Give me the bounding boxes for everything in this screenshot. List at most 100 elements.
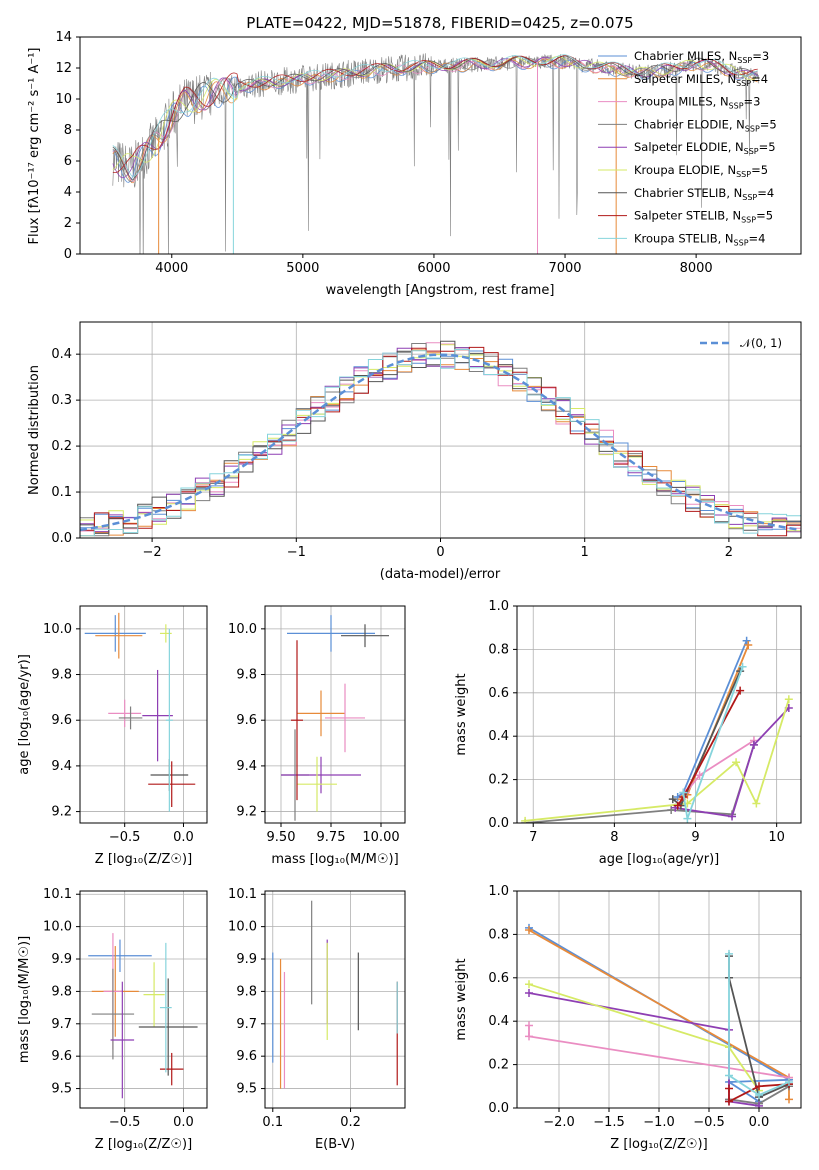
ytick-label: 9.9 — [51, 952, 72, 967]
spectrum-model-line — [112, 55, 758, 180]
spectrum-ytick-label: 8 — [64, 123, 72, 138]
panel-xlabel: mass [log₁₀(M/M☉)] — [271, 852, 398, 867]
spectrum-title: PLATE=0422, MJD=51878, FIBERID=0425, z=0… — [246, 14, 633, 32]
ytick-label: 0.2 — [488, 773, 509, 788]
weight-marker — [755, 1101, 763, 1108]
panel-xlabel: Z [log₁₀(Z/Z☉)] — [610, 1137, 707, 1152]
spectrum-xtick-label: 7000 — [548, 261, 581, 276]
ytick-label: 9.8 — [236, 668, 257, 683]
ytick-label: 0.8 — [488, 927, 509, 942]
residual-xtick-label: 1 — [581, 545, 589, 560]
ytick-label: 10.1 — [228, 887, 257, 902]
residual-legend: 𝒩(0, 1) — [700, 336, 782, 350]
ytick-label: 9.9 — [236, 952, 257, 967]
panel-ylabel: mass weight — [454, 673, 469, 755]
weight-marker — [725, 1084, 733, 1093]
spectrum-model-line — [112, 57, 758, 183]
spectrum-xtick-label: 4000 — [155, 261, 188, 276]
ytick-label: 9.6 — [51, 1049, 72, 1064]
residual-histogram — [80, 349, 801, 537]
xtick-label: 0.0 — [173, 830, 194, 845]
weight-marker — [725, 949, 733, 958]
weight-series-line — [525, 744, 755, 823]
weight-marker — [728, 812, 737, 821]
weight-marker — [525, 1032, 533, 1041]
spectrum-legend-label: Chabrier STELIB, NSSP=4 — [634, 186, 774, 202]
ytick-label: 1.0 — [488, 599, 509, 614]
residual-xtick-label: −1 — [287, 545, 306, 560]
ytick-label: 10.0 — [43, 622, 72, 637]
residual-xtick-label: 0 — [436, 545, 444, 560]
spectrum-ytick-label: 2 — [64, 216, 72, 231]
residual-ytick-label: 0.0 — [51, 531, 72, 546]
ytick-label: 9.8 — [51, 668, 72, 683]
weight-marker — [521, 816, 530, 823]
xtick-label: −1.5 — [593, 1115, 625, 1130]
weight-marker — [736, 686, 745, 695]
panel-xlabel: age [log₁₀(age/yr)] — [599, 852, 720, 867]
weight-series-line — [675, 707, 790, 818]
xtick-label: 9.75 — [317, 830, 346, 845]
spectrum-legend-label: Kroupa STELIB, NSSP=4 — [634, 231, 765, 247]
spectrum-legend-label: Salpeter STELIB, NSSP=5 — [634, 209, 773, 225]
weight-series-line — [528, 992, 760, 1107]
panel-z_age: −0.5 0.0 9.2 9.4 9.6 9.8 10.0 Z [log₁₀(Z/Z☉)] ag… — [17, 605, 208, 867]
weight-series-line — [728, 953, 790, 1097]
spectrum-ytick-label: 10 — [55, 92, 72, 107]
weight-marker — [755, 1082, 763, 1091]
xtick-label: 8 — [610, 830, 618, 845]
ytick-label: 9.2 — [236, 805, 257, 820]
weight-marker — [742, 636, 751, 645]
xtick-label: 10.00 — [362, 830, 399, 845]
xtick-label: −0.5 — [693, 1115, 725, 1130]
xtick-label: 0.1 — [262, 1115, 283, 1130]
xtick-label: 7 — [529, 830, 537, 845]
spectrum-ytick-label: 14 — [55, 30, 72, 45]
ytick-label: 1.0 — [488, 884, 509, 899]
panel-z_weight: −2.0 −1.5 −1.0 −0.5 0.0 0.0 0.2 0.4 0.6 0.8 1.0 Z [… — [454, 884, 802, 1152]
ytick-label: 9.6 — [236, 1049, 257, 1064]
residual-ytick-label: 0.1 — [51, 485, 72, 500]
weight-marker — [738, 662, 747, 671]
residual-histogram — [80, 340, 801, 534]
ytick-label: 0.0 — [488, 1101, 509, 1116]
panel-frame — [516, 605, 802, 824]
weight-series-line — [681, 644, 750, 800]
weight-series-line — [728, 1083, 790, 1103]
panel-mass_age: 9.50 9.75 10.00 9.2 9.4 9.6 9.8 10.0 mass [log₁₀… — [228, 605, 406, 867]
xtick-label: 9 — [691, 830, 699, 845]
ytick-label: 9.5 — [51, 1082, 72, 1097]
panel-xlabel: E(B-V) — [315, 1137, 355, 1152]
spectrum-ytick-label: 4 — [64, 185, 72, 200]
spectrum-xtick-label: 6000 — [417, 261, 450, 276]
ytick-label: 9.4 — [51, 759, 72, 774]
weight-marker — [525, 1021, 533, 1030]
weight-marker — [679, 788, 688, 797]
spectrum-model-line — [112, 59, 758, 183]
ytick-label: 0.4 — [488, 1014, 509, 1029]
ytick-label: 9.4 — [236, 759, 257, 774]
residual-xtick-label: −2 — [143, 545, 162, 560]
spectrum-ylabel: Flux [fλ10⁻¹⁷ erg cm⁻² s⁻¹ A⁻¹] — [27, 48, 42, 245]
panel-z_mass: −0.5 0.0 9.5 9.6 9.7 9.8 9.9 10.0 10.1 Z [log₁₀(Z… — [17, 887, 208, 1152]
spectrum-legend-label: Kroupa MILES, NSSP=3 — [634, 95, 760, 111]
ytick-label: 9.6 — [51, 713, 72, 728]
ytick-label: 9.7 — [51, 1017, 72, 1032]
ytick-label: 9.5 — [236, 1082, 257, 1097]
spectrum-legend-label: Salpeter MILES, NSSP=4 — [634, 72, 768, 88]
spectrum-legend: Chabrier MILES, NSSP=3 Salpeter MILES, NS… — [598, 49, 777, 247]
weight-marker — [725, 1097, 733, 1106]
spectrum-ytick-label: 6 — [64, 154, 72, 169]
spectrum-legend-label: Kroupa ELODIE, NSSP=5 — [634, 163, 768, 179]
xtick-label: −0.5 — [109, 1115, 141, 1130]
panel-ylabel: mass [log₁₀(M/M☉)] — [17, 936, 32, 1063]
weight-marker — [755, 1090, 763, 1099]
panel-frame — [264, 605, 406, 824]
ytick-label: 0.6 — [488, 686, 509, 701]
panel-frame — [264, 890, 406, 1109]
weight-marker — [668, 795, 677, 804]
ytick-label: 10.1 — [43, 887, 72, 902]
weight-marker — [667, 805, 676, 814]
panel-xlabel: Z [log₁₀(Z/Z☉)] — [95, 1137, 192, 1152]
panel-ebv_mass: 0.1 0.2 9.5 9.6 9.7 9.8 9.9 10.0 10.1 E(B-V) — [228, 887, 406, 1152]
